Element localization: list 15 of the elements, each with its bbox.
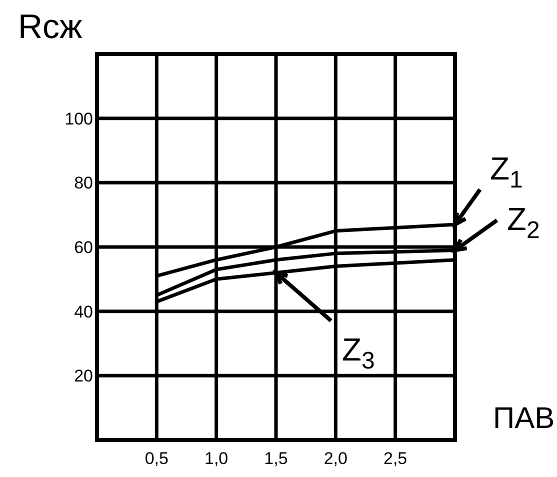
y-tick-label: 60: [74, 238, 93, 257]
x-tick-label: 0,5: [144, 449, 168, 468]
y-tick-label: 80: [74, 174, 93, 193]
y-tick-label: 20: [74, 366, 93, 386]
series-label: Z$_{1}$: [490, 150, 523, 194]
x-axis-title: ПАВ: [493, 402, 555, 435]
y-tick-label: 40: [74, 302, 93, 322]
x-tick-label: 1,5: [264, 449, 288, 468]
x-tick-label: 2,5: [384, 449, 408, 468]
y-axis-title: Rcж: [18, 8, 83, 46]
x-tick-label: 1,0: [204, 449, 228, 468]
text: Z$_{3}$: [342, 332, 375, 376]
legend-label: Z$_{2}$: [507, 201, 540, 245]
y-tick-label: 100: [64, 109, 93, 128]
x-tick-label: 2,0: [324, 449, 348, 468]
